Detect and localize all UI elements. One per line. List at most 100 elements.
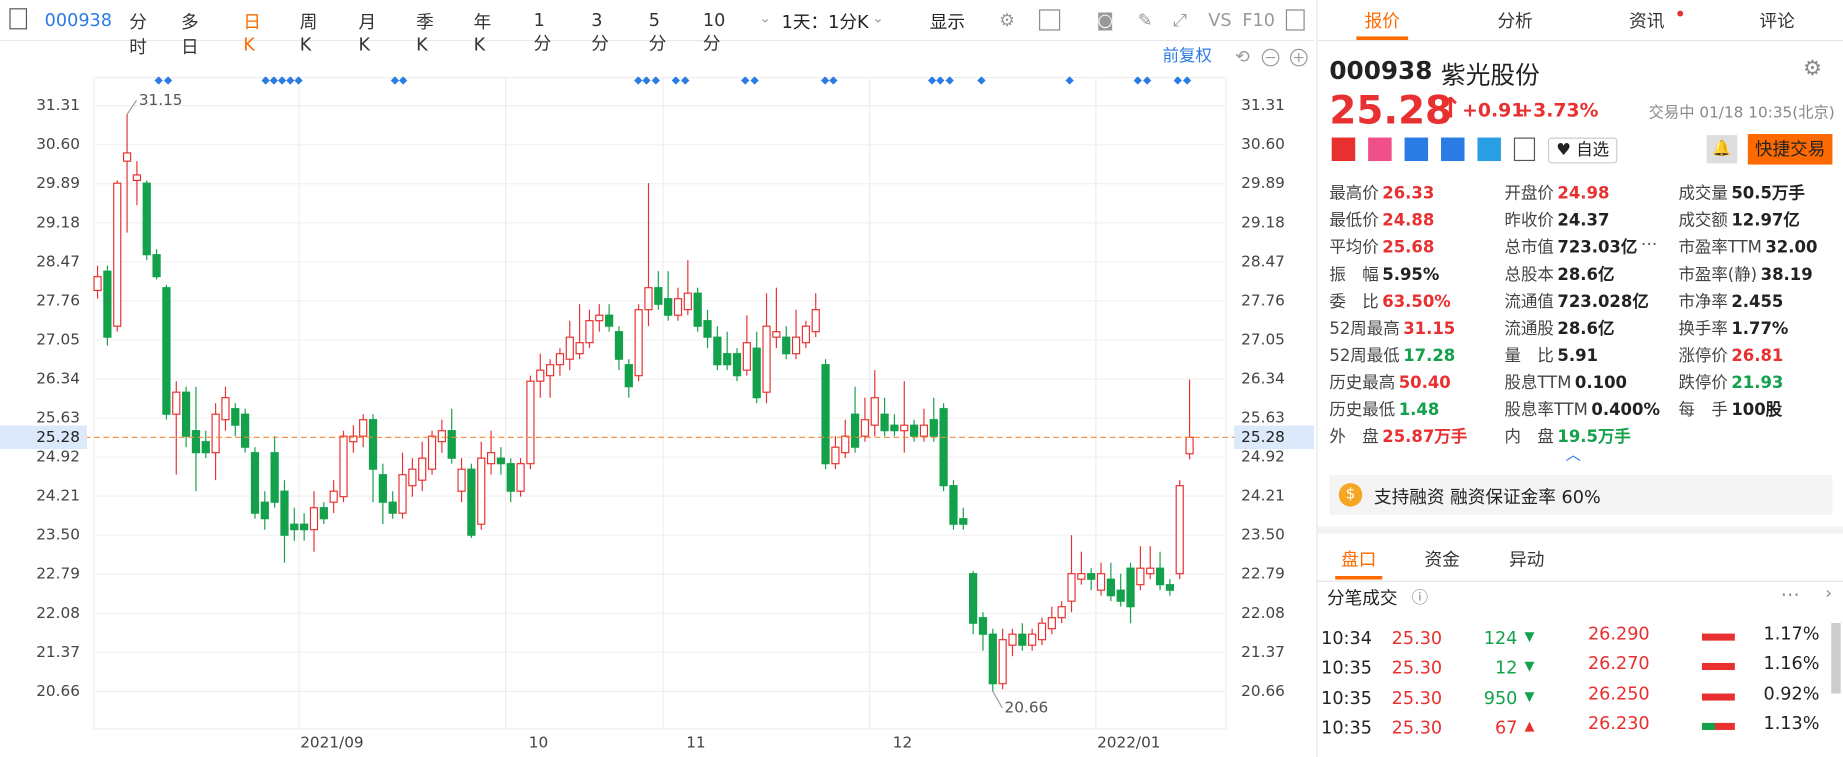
stat: 市净率 2.455 — [1678, 289, 1783, 313]
stat-value: 12.97亿 — [1731, 211, 1800, 231]
period-tab[interactable]: 年K — [473, 11, 492, 56]
alert-button[interactable]: 🔔 — [1706, 135, 1738, 164]
stat-value: 28.6亿 — [1557, 319, 1615, 339]
period-tab[interactable]: 3分 — [591, 9, 609, 55]
tick-direction: ▼ — [1524, 688, 1535, 704]
expand-icon[interactable]: ︿ — [1565, 446, 1581, 465]
candle-body — [713, 336, 722, 366]
stat: 市盈率(静) 38.19 — [1678, 262, 1812, 286]
y-tick-label-right: 31.31 — [1241, 96, 1285, 114]
tab[interactable]: 报价 — [1364, 10, 1400, 32]
reset-icon[interactable]: ⟲ — [1235, 48, 1250, 68]
tab[interactable]: 评论 — [1759, 10, 1795, 32]
hk-connect-icon[interactable] — [1368, 137, 1392, 162]
stat-label: 总股本 — [1504, 265, 1554, 285]
adjust-toggle[interactable]: 前复权 — [1162, 46, 1211, 65]
stat: 成交额 12.97亿 — [1678, 208, 1799, 232]
candle-body — [644, 287, 653, 311]
stat-label: 市净率 — [1678, 292, 1728, 312]
stat-label: 历史最高 — [1329, 373, 1396, 393]
quote-change: +0.91 — [1462, 98, 1525, 122]
china-icon[interactable] — [1331, 137, 1356, 162]
y-tick-label: 28.47 — [36, 252, 80, 270]
sub-tab[interactable]: 异动 — [1509, 548, 1545, 571]
checkbox-icon[interactable] — [1039, 9, 1061, 31]
stat-label: 平均价 — [1329, 238, 1379, 258]
event-marker — [927, 76, 937, 85]
candle-body — [181, 391, 191, 437]
zoom-in-icon[interactable] — [1289, 48, 1308, 67]
sub-tab[interactable]: 资金 — [1424, 548, 1460, 571]
menu-icon[interactable] — [9, 8, 28, 30]
stat-label: 流通股 — [1504, 319, 1554, 339]
stat-value: 31.15 — [1403, 319, 1456, 339]
event-marker — [681, 76, 690, 85]
candle-body — [388, 501, 397, 514]
camera-icon[interactable]: ◙ — [1096, 9, 1114, 31]
quick-trade-button[interactable]: 快捷交易 — [1747, 134, 1833, 165]
stat-value: 1.48 — [1398, 400, 1440, 420]
compare-icon[interactable] — [1404, 137, 1429, 162]
period-tab[interactable]: 分时 — [129, 11, 147, 58]
stat-label: 成交额 — [1678, 211, 1728, 231]
interval-select[interactable]: 1天：1分K — [781, 11, 869, 33]
candle-body — [201, 441, 210, 454]
event-marker — [398, 76, 408, 85]
tab[interactable]: 分析 — [1497, 10, 1533, 32]
quote-name: 紫光股份 — [1441, 61, 1540, 90]
stat: 开盘价 24.98 — [1504, 181, 1609, 205]
display-menu[interactable]: 显示 — [929, 11, 966, 33]
book-price: 26.230 — [1587, 712, 1650, 734]
period-tab[interactable]: 多日 — [181, 11, 199, 58]
stat: 外 盘 25.87万手 — [1329, 424, 1467, 448]
candle-body — [732, 353, 742, 377]
candle-body — [1126, 567, 1135, 608]
period-tab[interactable]: 5分 — [648, 9, 667, 55]
period-tab[interactable]: 周K — [299, 11, 318, 56]
y-tick-label: 30.60 — [36, 135, 80, 153]
more-icon[interactable]: ⋯ — [1640, 235, 1658, 254]
stat: 昨收价 24.37 — [1504, 208, 1609, 232]
next-icon[interactable]: › — [1825, 584, 1832, 604]
zoom-out-icon[interactable] — [1261, 48, 1280, 67]
candle-body — [319, 507, 328, 520]
tab[interactable]: 资讯 — [1629, 10, 1665, 32]
f10-button[interactable]: F10 — [1242, 9, 1275, 31]
vs-button[interactable]: VS — [1208, 9, 1232, 31]
candle-body — [723, 353, 732, 366]
candle-body — [1106, 578, 1115, 597]
stat-value: 38.19 — [1760, 265, 1813, 285]
sub-tab[interactable]: 盘口 — [1341, 548, 1377, 571]
fullscreen-icon[interactable]: ⤢ — [1173, 9, 1188, 31]
period-tab[interactable]: 月K — [358, 11, 377, 56]
period-tab[interactable]: 季K — [416, 11, 434, 56]
watch-button[interactable]: ♥ 自选 — [1547, 137, 1618, 164]
news-dot — [1677, 10, 1684, 17]
period-tab[interactable]: 10分 — [702, 9, 726, 55]
info-icon[interactable]: ⓘ — [1411, 588, 1429, 608]
period-tab[interactable]: 1分 — [533, 9, 552, 55]
more-icon[interactable]: ⋯ — [1780, 583, 1800, 606]
y-tick-label: 23.50 — [36, 526, 80, 544]
event-marker — [1065, 76, 1074, 85]
book-price: 26.290 — [1587, 622, 1650, 645]
candle-body — [221, 397, 230, 421]
settings-icon[interactable]: ⚙ — [1803, 56, 1823, 82]
dollar-icon[interactable] — [1441, 137, 1465, 162]
candle-body — [1116, 589, 1125, 602]
stat-value: 0.400% — [1591, 400, 1660, 420]
candle-body — [555, 353, 565, 366]
stat-label: 成交量 — [1678, 184, 1728, 204]
period-tab[interactable]: 日K — [243, 11, 261, 56]
stat: 历史最高 50.40 — [1329, 370, 1450, 394]
candle-body — [408, 468, 417, 487]
panel-icon[interactable] — [1285, 9, 1305, 31]
event-marker — [634, 76, 643, 85]
toolbar: 000938 分时 多日 日K 周K 月K 季K 年K 1分 3分 5分 10分 ⌄ 1天：1分K ⌄… — [0, 0, 1315, 58]
candle-body — [418, 457, 427, 481]
settings-icon[interactable]: ⚙ — [999, 9, 1015, 31]
tag-icon[interactable] — [1477, 137, 1501, 162]
note-icon[interactable] — [1513, 137, 1536, 162]
draw-icon[interactable]: ✎ — [1137, 9, 1153, 31]
